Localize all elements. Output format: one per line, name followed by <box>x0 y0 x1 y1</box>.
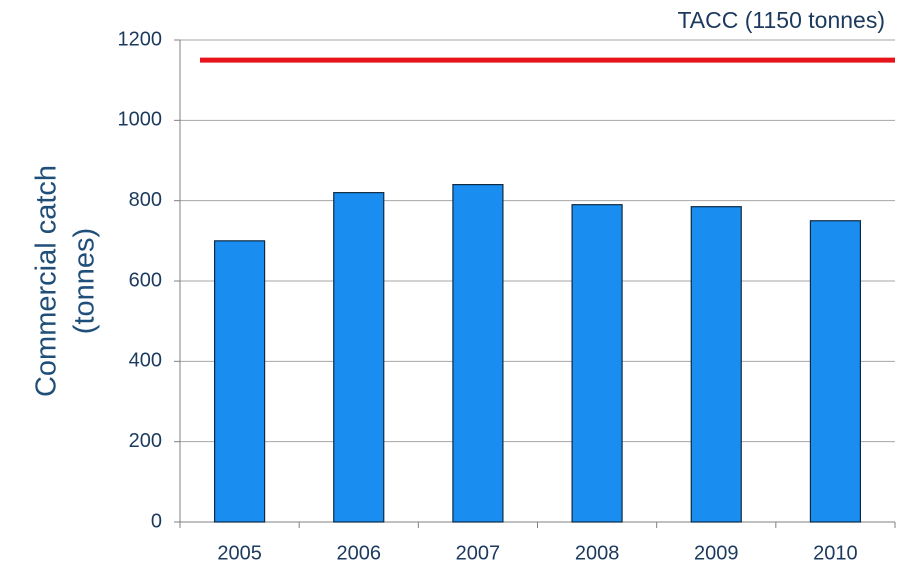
y-axis-label: (tonnes) <box>69 228 101 334</box>
y-tick-label: 800 <box>129 189 162 211</box>
bar <box>690 206 742 523</box>
bar <box>571 204 623 523</box>
y-tick-label: 600 <box>129 269 162 291</box>
x-tick-label: 2010 <box>813 542 858 564</box>
x-tick-label: 2008 <box>575 542 620 564</box>
x-tick-label: 2007 <box>456 542 501 564</box>
bar <box>809 220 862 523</box>
bar <box>213 240 266 523</box>
y-tick-label: 400 <box>129 350 162 372</box>
y-tick-label: 1000 <box>118 109 163 131</box>
y-tick-label: 1200 <box>118 28 163 50</box>
x-tick-label: 2006 <box>337 542 382 564</box>
y-axis-label: Commercial catch <box>31 165 63 397</box>
x-tick-label: 2005 <box>217 542 262 564</box>
bar <box>333 192 385 523</box>
y-tick-label: 0 <box>151 510 162 532</box>
x-tick-label: 2009 <box>694 542 739 564</box>
y-tick-label: 200 <box>129 430 162 452</box>
reference-label: TACC (1150 tonnes) <box>677 7 885 33</box>
bar <box>452 184 504 523</box>
